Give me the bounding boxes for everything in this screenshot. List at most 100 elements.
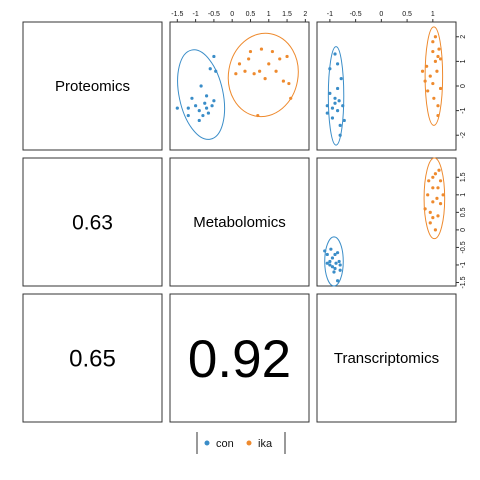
point-con	[338, 268, 342, 272]
x-tick-label: 0.5	[402, 11, 412, 18]
legend-marker-con	[204, 440, 210, 446]
point-ika	[243, 69, 247, 73]
x-tick-label: -0.5	[208, 11, 220, 18]
point-ika	[435, 196, 439, 200]
point-con	[335, 86, 340, 91]
point-con	[325, 104, 329, 108]
y-tick-label: 1	[460, 59, 467, 63]
point-con	[330, 116, 335, 120]
point-ika	[426, 193, 430, 197]
point-con	[333, 266, 337, 271]
point-ika	[256, 113, 260, 118]
ellipse-ika	[227, 32, 299, 118]
x-tick-label: 0	[379, 11, 383, 18]
point-ika	[234, 72, 238, 76]
panel-frame-1-2	[316, 157, 457, 287]
y-tick-label: 0.5	[460, 207, 467, 217]
point-ika	[423, 79, 427, 83]
y-tick-label: -0.5	[460, 241, 467, 253]
point-ika	[427, 179, 431, 183]
point-con	[325, 111, 329, 115]
point-con	[330, 106, 335, 110]
ellipse-con	[324, 236, 344, 287]
scatter-panel-0-2	[325, 26, 444, 146]
x-tick-label: 2	[303, 11, 307, 18]
point-ika	[432, 96, 436, 100]
point-con	[338, 133, 342, 137]
point-ika	[258, 69, 262, 73]
point-con	[212, 54, 216, 59]
point-ika	[267, 62, 271, 66]
y-tick-label: 1.5	[460, 172, 467, 182]
point-con	[212, 99, 216, 103]
point-ika	[420, 69, 425, 73]
panel-frame-0-0	[22, 21, 163, 151]
point-con	[335, 109, 340, 113]
point-ika	[438, 57, 443, 61]
y-tick-label: -1	[460, 107, 467, 113]
x-tick-label: -1	[327, 11, 333, 18]
point-con	[186, 106, 190, 110]
point-con	[206, 111, 211, 115]
correlation-2-1: 0.92	[188, 330, 291, 389]
point-con	[339, 77, 343, 81]
point-ika	[431, 200, 435, 204]
x-tick-label: 1	[267, 11, 271, 18]
scatter-panel-1-2	[323, 157, 446, 287]
point-ika	[433, 172, 438, 176]
point-con	[204, 94, 209, 98]
panel-frame-2-1	[169, 293, 310, 423]
variable-label-proteomics: Proteomics	[55, 78, 130, 95]
point-con	[214, 69, 218, 73]
point-ika	[431, 216, 435, 220]
point-con	[210, 104, 214, 108]
point-con	[338, 123, 342, 127]
variable-label-metabolomics: Metabolomics	[193, 214, 286, 231]
point-con	[204, 106, 209, 110]
y-tick-label: 0	[460, 228, 467, 232]
point-ika	[431, 175, 435, 179]
panel-frame-1-0	[22, 157, 163, 287]
point-con	[332, 270, 336, 274]
point-ika	[436, 54, 440, 59]
point-ika	[263, 77, 267, 81]
point-con	[328, 263, 332, 267]
legend-label-con: con	[216, 438, 234, 450]
panel-frame-1-1	[169, 157, 310, 287]
point-ika	[274, 69, 278, 73]
point-ika	[436, 113, 440, 118]
point-ika	[281, 79, 285, 83]
point-ika	[433, 35, 438, 39]
scatter-panel-0-1	[175, 32, 299, 140]
y-tick-label: 1	[460, 193, 467, 197]
ellipse-con	[327, 46, 345, 146]
point-ika	[287, 81, 291, 86]
y-tick-label: 2	[460, 35, 467, 39]
point-ika	[431, 81, 435, 86]
point-con	[337, 259, 341, 264]
point-con	[333, 96, 337, 100]
point-ika	[426, 89, 430, 93]
y-tick-label: -1.5	[460, 276, 467, 288]
point-ika	[428, 210, 432, 214]
point-con	[194, 104, 198, 108]
point-con	[335, 62, 340, 66]
point-ika	[441, 193, 445, 197]
point-con	[342, 118, 346, 123]
point-con	[330, 256, 335, 260]
x-tick-label: -1.5	[171, 11, 183, 18]
point-con	[333, 52, 337, 56]
x-tick-label: 1.5	[282, 11, 292, 18]
point-ika	[237, 62, 242, 66]
point-con	[175, 106, 179, 110]
point-ika	[431, 49, 435, 54]
point-con	[341, 104, 345, 108]
point-ika	[431, 186, 435, 190]
point-con	[334, 261, 338, 265]
correlation-1-0: 0.63	[72, 212, 113, 235]
x-tick-label: 0.5	[246, 11, 256, 18]
point-con	[337, 99, 341, 103]
ellipse-con	[177, 49, 226, 140]
point-ika	[247, 57, 251, 61]
